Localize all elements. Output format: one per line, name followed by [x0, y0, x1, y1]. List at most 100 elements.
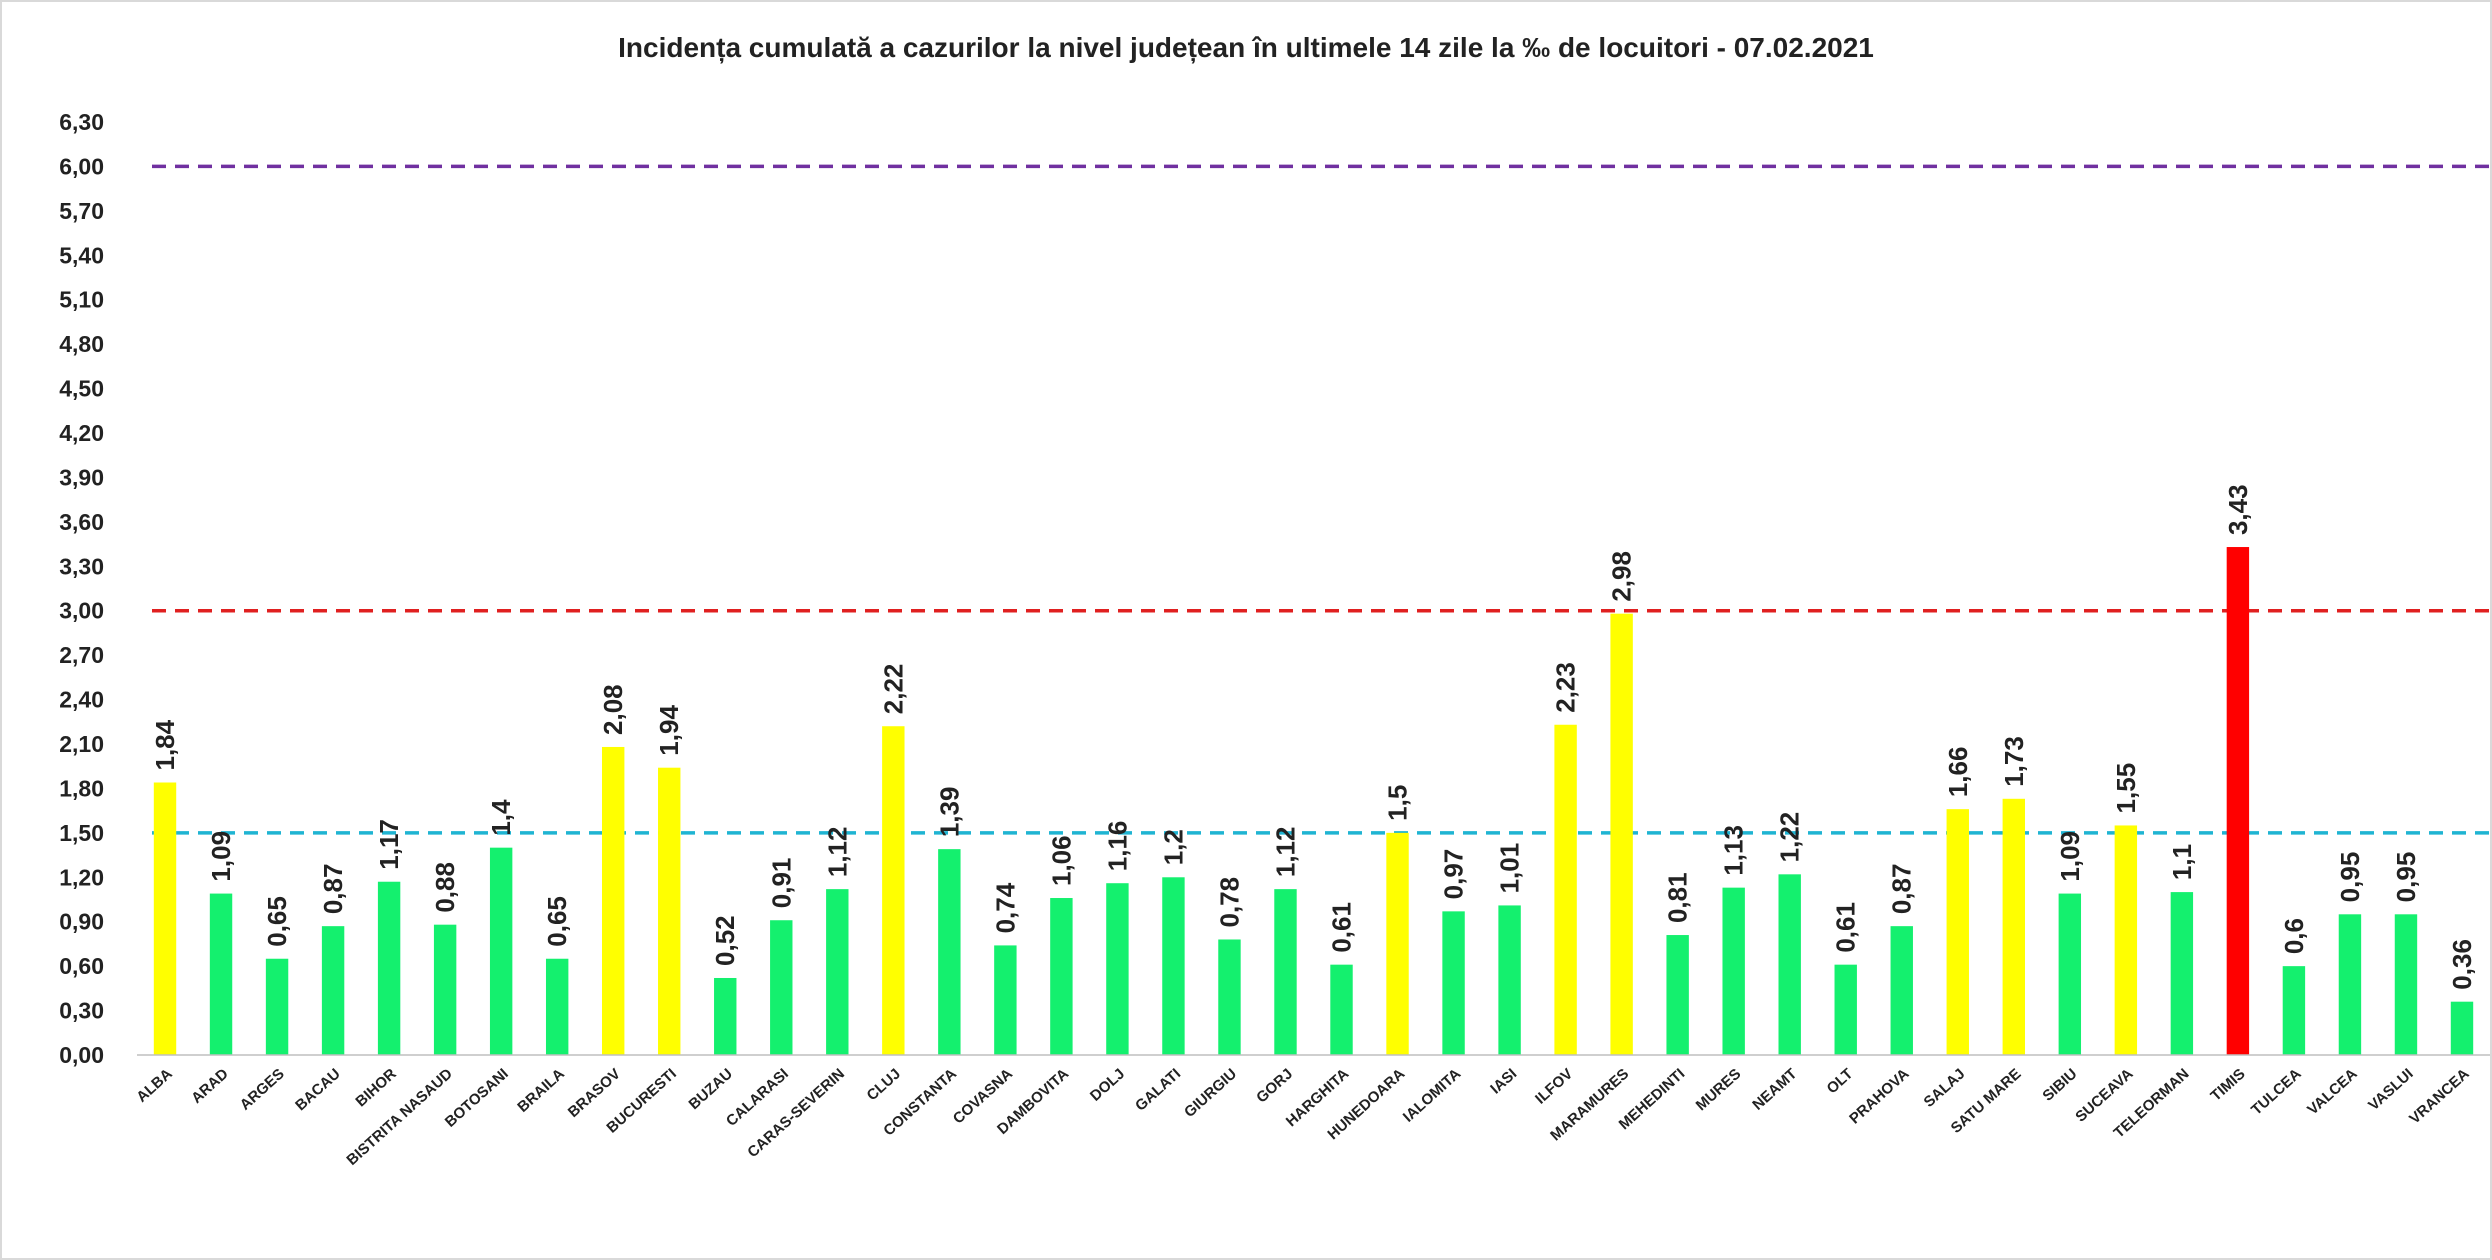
x-tick-label: MURES: [1693, 1065, 1745, 1114]
bar-arges: [265, 958, 289, 1055]
y-tick-label: 5,10: [59, 287, 104, 313]
data-label: 0,6: [2279, 918, 2309, 954]
data-label: 1,4: [486, 799, 516, 836]
x-tick-label: GALATI: [1132, 1065, 1184, 1114]
y-tick-label: 3,30: [59, 553, 104, 579]
bar-cluj: [882, 726, 905, 1055]
x-tick-label: VRANCEA: [2406, 1065, 2473, 1127]
bar-constanta: [938, 849, 961, 1055]
data-label: 1,94: [654, 705, 684, 756]
bar-valcea: [2338, 914, 2362, 1055]
x-tick-label: SIBIU: [2039, 1065, 2080, 1104]
bar-arad: [209, 893, 233, 1055]
data-label: 2,98: [1607, 551, 1637, 602]
bar-brasov: [601, 746, 625, 1055]
data-label: 1,01: [1495, 843, 1525, 894]
data-label: 1,12: [822, 827, 852, 878]
x-tick-label: ARGES: [237, 1065, 288, 1113]
data-label: 0,95: [2391, 852, 2421, 903]
data-label: 3,43: [2223, 484, 2253, 535]
x-tick-label: BUZAU: [686, 1065, 736, 1113]
y-tick-label: 2,70: [59, 642, 104, 668]
bar-braila: [545, 958, 569, 1055]
x-tick-label: GIURGIU: [1181, 1065, 1240, 1121]
bars: [153, 547, 2474, 1055]
data-label: 2,22: [878, 664, 908, 715]
x-tick-label: ARAD: [188, 1065, 232, 1107]
data-label: 1,17: [374, 819, 404, 870]
bar-galati: [1162, 877, 1185, 1055]
y-tick-label: 5,40: [59, 242, 104, 268]
bar-maramures: [1610, 613, 1633, 1055]
data-label: 0,88: [430, 862, 460, 913]
bar-buzau: [714, 977, 737, 1055]
bar-bacau: [321, 926, 345, 1055]
bar-harghita: [1330, 964, 1353, 1055]
x-tick-label: BACAU: [292, 1065, 344, 1114]
x-tick-label: OLT: [1824, 1065, 1857, 1097]
y-tick-label: 0,30: [59, 998, 104, 1024]
data-label: 1,09: [206, 831, 236, 882]
bar-alba: [153, 782, 177, 1055]
bar-mures: [1722, 887, 1745, 1055]
reference-lines: [152, 164, 2490, 835]
data-label: 1,06: [1046, 835, 1076, 886]
bar-sibiu: [2058, 893, 2082, 1055]
x-tick-label: CLUJ: [864, 1065, 904, 1104]
bar-prahova: [1890, 926, 1913, 1055]
y-tick-label: 1,50: [59, 820, 104, 846]
data-label: 1,16: [1102, 821, 1132, 872]
bar-vaslui: [2394, 914, 2418, 1055]
data-label: 0,97: [1439, 849, 1469, 900]
data-label: 1,55: [2111, 763, 2141, 814]
bar-olt: [1834, 964, 1857, 1055]
data-label: 0,87: [1887, 864, 1917, 915]
bar-teleorman: [2170, 892, 2194, 1055]
data-label: 1,12: [1270, 827, 1300, 878]
y-tick-label: 0,60: [59, 953, 104, 979]
x-tick-label: TULCEA: [2248, 1065, 2305, 1118]
bar-calarasi: [770, 920, 793, 1055]
x-tick-label: SALAJ: [1921, 1065, 1969, 1111]
y-tick-label: 1,20: [59, 864, 104, 890]
data-label: 1,5: [1383, 785, 1413, 821]
x-tick-label: NEAMT: [1749, 1065, 1800, 1113]
data-label: 2,08: [598, 684, 628, 735]
bar-suceava: [2114, 825, 2138, 1055]
bar-salaj: [1946, 809, 1969, 1055]
data-labels: 1,84 1,09 0,65 0,87 1,17 0,88 1,4 0,65 2,08 1,94 0…: [150, 484, 2477, 989]
data-label: 0,91: [766, 858, 796, 909]
y-tick-label: 2,40: [59, 687, 104, 713]
y-tick-label: 3,60: [59, 509, 104, 535]
data-label: 0,87: [318, 864, 348, 915]
x-tick-label: VASLUI: [2365, 1065, 2416, 1114]
y-tick-label: 2,10: [59, 731, 104, 757]
y-tick-label: 0,00: [59, 1042, 104, 1068]
data-label: 0,78: [1214, 877, 1244, 928]
data-label: 1,1: [2167, 844, 2197, 880]
y-tick-label: 4,20: [59, 420, 104, 446]
x-tick-label: BRAILA: [514, 1065, 568, 1116]
y-tick-label: 4,80: [59, 331, 104, 357]
x-tick-label: ALBA: [133, 1065, 175, 1106]
bar-tulcea: [2282, 966, 2306, 1055]
data-label: 0,74: [990, 882, 1020, 933]
y-tick-label: 3,00: [59, 598, 104, 624]
y-tick-label: 3,90: [59, 464, 104, 490]
bar-dolj: [1106, 883, 1129, 1055]
x-tick-label: IALOMITA: [1400, 1065, 1465, 1126]
bar-hunedoara: [1386, 832, 1409, 1055]
x-tick-label: BISTRITA NASAUD: [343, 1065, 455, 1169]
data-label: 1,84: [150, 719, 180, 770]
data-label: 1,22: [1775, 812, 1805, 863]
bar-bucuresti: [658, 767, 681, 1055]
data-label: 2,23: [1551, 662, 1581, 713]
bar-iasi: [1498, 905, 1521, 1055]
y-tick-label: 6,00: [59, 153, 104, 179]
data-label: 0,65: [262, 896, 292, 947]
x-tick-label: ILFOV: [1532, 1065, 1576, 1107]
y-tick-label: 1,80: [59, 775, 104, 801]
